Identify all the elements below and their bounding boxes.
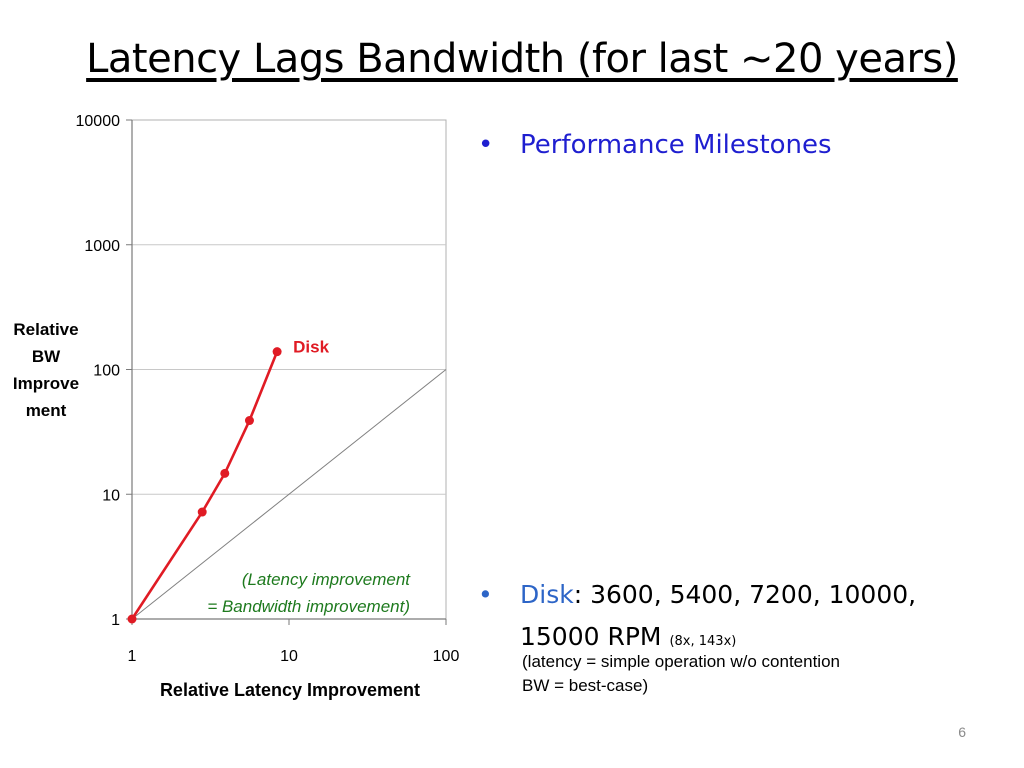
disk-data-point [220, 468, 230, 478]
y-tick-label: 10000 [76, 113, 121, 130]
definition-note: (latency = simple operation w/o contenti… [522, 650, 840, 698]
disk-word: Disk [520, 580, 574, 609]
y-tick-label: 1 [111, 612, 120, 629]
equal-improvement-reference-line [131, 369, 447, 620]
latency-bandwidth-chart: 1 10 100 1000 10000 1 10 100 (Latency improvemen… [76, 113, 460, 665]
y-axis-label-line: Relative [13, 320, 79, 339]
disk-data-point [127, 614, 137, 624]
disk-data-point [272, 347, 282, 357]
y-tick-label: 100 [93, 363, 120, 380]
y-axis-label: Relative BW Improve ment [0, 316, 92, 424]
reference-line-label: (Latency improvement [242, 570, 411, 589]
reference-line-label: = Bandwidth improvement) [207, 597, 410, 616]
slide-title: Latency Lags Bandwidth (for last ~20 yea… [86, 36, 958, 82]
bullet-performance-milestones: • Performance Milestones [478, 130, 832, 160]
y-axis-label-line: BW [31, 347, 61, 366]
bullet-text: Performance Milestones [520, 130, 832, 160]
disk-rpm-text: : 3600, 5400, 7200, 10000, 15000 RPM [520, 580, 917, 651]
page-number: 6 [958, 724, 966, 740]
note-line: BW = best-case) [522, 676, 649, 695]
y-axis-label-line: ment [25, 401, 67, 420]
disk-improvement-factors: (8x, 143x) [669, 634, 737, 649]
x-tick-label: 1 [128, 648, 137, 665]
y-tick-label: 1000 [84, 238, 120, 255]
y-tick-label: 10 [102, 487, 120, 504]
x-tick-label: 10 [280, 648, 298, 665]
bullet-dot-icon: • [478, 130, 494, 160]
disk-data-point [197, 507, 207, 517]
disk-data-point [244, 416, 254, 426]
bullet-text: Disk: 3600, 5400, 7200, 10000, 15000 RPM… [520, 574, 978, 663]
x-tick-label: 100 [433, 648, 460, 665]
y-axis-label-line: Improve [12, 374, 80, 393]
note-line: (latency = simple operation w/o contenti… [522, 652, 840, 671]
bullet-disk: • Disk: 3600, 5400, 7200, 10000, 15000 R… [478, 574, 978, 663]
disk-series-label: Disk [293, 338, 329, 357]
x-axis-label: Relative Latency Improvement [159, 680, 421, 700]
bullet-dot-icon: • [478, 580, 493, 609]
